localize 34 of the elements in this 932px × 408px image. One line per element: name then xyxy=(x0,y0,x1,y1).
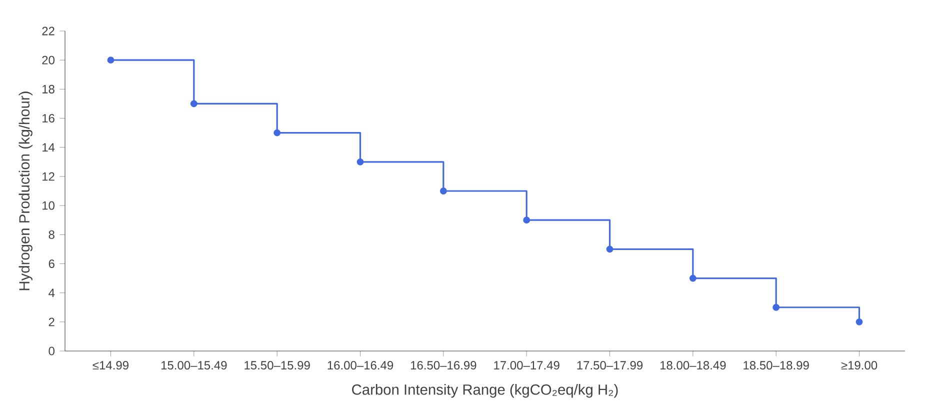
x-tick-label: 15.00–15.49 xyxy=(161,361,227,370)
x-tick-label: 17.00–17.49 xyxy=(494,361,560,370)
x-tick-label: 18.00–18.49 xyxy=(660,361,726,370)
point xyxy=(356,158,364,166)
x-axis-title: Carbon Intensity Range (kgCO₂eq/kg H₂) xyxy=(352,384,618,398)
point xyxy=(606,246,614,253)
y-tick-label: 6 xyxy=(48,259,54,268)
point xyxy=(856,318,863,326)
y-axis-title: Hydrogen Production (kg/hour) xyxy=(18,92,32,290)
x-tick-label: ≥19.00 xyxy=(841,361,878,370)
y-tick-label: 16 xyxy=(42,114,54,123)
x-tick-label: 15.50–15.99 xyxy=(244,361,310,370)
x-tick-label: 17.50–17.99 xyxy=(577,361,643,370)
y-tick-label: 8 xyxy=(48,230,54,239)
y-tick-label: 18 xyxy=(42,84,54,94)
y-tick-label: 2 xyxy=(48,318,54,326)
y-tick-label: 14 xyxy=(42,143,55,152)
y-tick-label: 4 xyxy=(48,288,55,297)
y-tick-label: 0 xyxy=(48,346,54,356)
x-tick-label: 16.50–16.99 xyxy=(410,361,476,370)
point xyxy=(190,100,198,108)
point xyxy=(440,188,447,194)
y-tick-label: 10 xyxy=(42,201,54,210)
x-tick-label: 16.00–16.49 xyxy=(328,361,394,370)
y-tick-label: 20 xyxy=(42,56,54,64)
y-tick-label: 12 xyxy=(42,172,54,181)
point xyxy=(689,274,696,282)
y-tick-label: 22 xyxy=(42,26,54,36)
x-tick-label: 18.50–18.99 xyxy=(744,361,809,370)
point xyxy=(523,216,530,224)
point xyxy=(107,56,114,64)
x-tick-label: ≤14.99 xyxy=(92,361,128,370)
point xyxy=(772,304,780,311)
point xyxy=(274,129,281,136)
